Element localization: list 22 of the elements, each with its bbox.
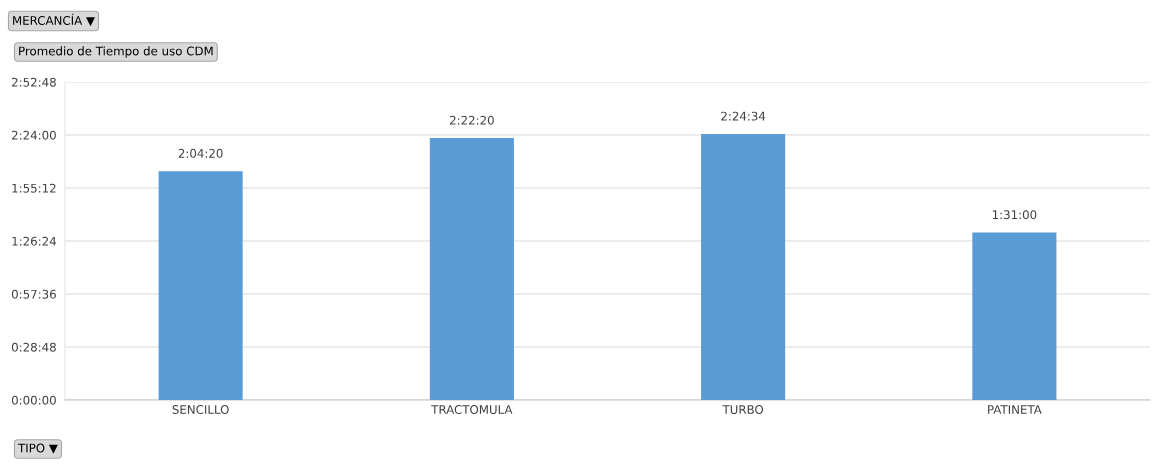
chart-title: Promedio de Tiempo de uso CDM xyxy=(19,46,213,58)
y-tick-label: 0:00:00 xyxy=(11,395,56,405)
bar xyxy=(429,138,514,400)
x-tick-label: SENCILLO xyxy=(172,405,229,414)
y-tick-label: 2:52:48 xyxy=(12,77,56,87)
y-tick-label: 0:28:48 xyxy=(11,342,56,352)
bar xyxy=(972,232,1057,400)
data-label: 2:04:20 xyxy=(178,148,223,158)
data-label: 2:24:34 xyxy=(721,111,766,121)
text: MERCANCÍA ▼ xyxy=(13,13,96,27)
x-tick-label: TURBO xyxy=(722,405,764,414)
data-label: 1:31:00 xyxy=(992,210,1037,220)
x-tick-label: TRACTOMULA xyxy=(431,405,513,414)
data-label: 2:22:20 xyxy=(449,115,494,125)
bar xyxy=(158,171,243,400)
y-tick-label: 1:26:24 xyxy=(12,236,56,246)
y-tick-label: 0:57:36 xyxy=(11,289,56,299)
x-tick-label: PATINETA xyxy=(988,405,1042,414)
y-tick-label: 2:24:00 xyxy=(12,130,56,140)
bar xyxy=(701,133,786,400)
y-tick-label: 1:55:12 xyxy=(12,183,56,193)
text: TIPO ▼ xyxy=(17,443,58,454)
